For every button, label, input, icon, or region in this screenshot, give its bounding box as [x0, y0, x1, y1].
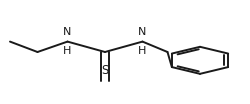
Text: N: N [138, 27, 147, 37]
Text: N: N [63, 27, 72, 37]
Text: S: S [101, 64, 109, 77]
Text: H: H [63, 46, 72, 56]
Text: H: H [138, 46, 147, 56]
